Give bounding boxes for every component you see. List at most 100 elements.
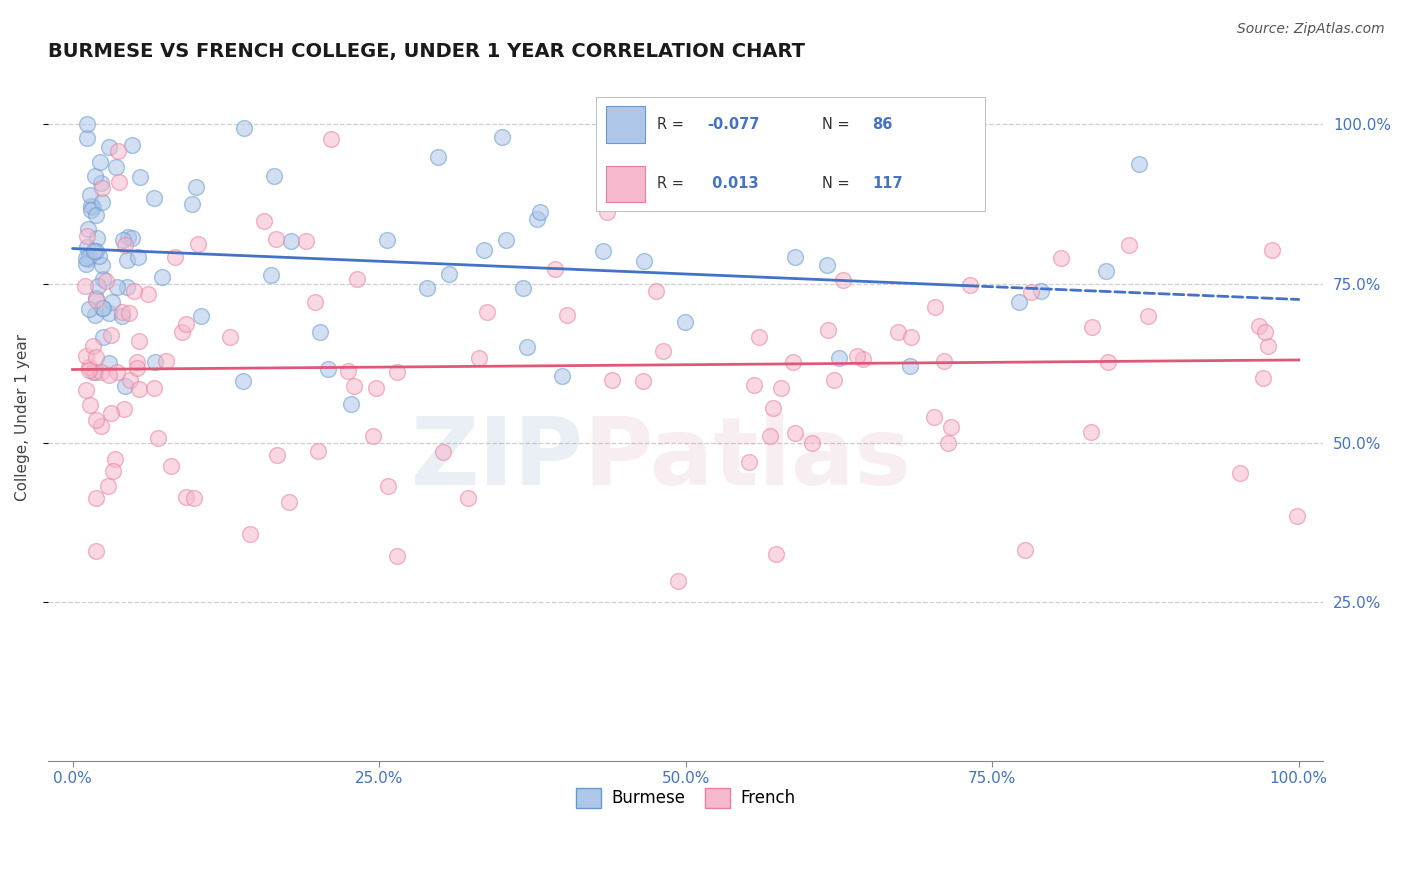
Point bbox=[114, 237, 136, 252]
Point bbox=[1136, 309, 1159, 323]
Point bbox=[765, 547, 787, 561]
Point bbox=[176, 317, 198, 331]
Point bbox=[82, 200, 104, 214]
Point bbox=[762, 401, 785, 416]
Legend: Burmese, French: Burmese, French bbox=[569, 781, 801, 814]
Point bbox=[309, 325, 332, 339]
Point bbox=[782, 355, 804, 369]
Point bbox=[77, 363, 100, 377]
Point bbox=[1050, 251, 1073, 265]
Point bbox=[1257, 339, 1279, 353]
Point bbox=[75, 257, 97, 271]
Point bbox=[1286, 509, 1309, 524]
Point bbox=[900, 329, 922, 343]
Point bbox=[79, 249, 101, 263]
Point bbox=[146, 431, 169, 445]
Point bbox=[295, 234, 318, 248]
Point bbox=[97, 479, 120, 493]
Point bbox=[121, 138, 143, 153]
Point bbox=[122, 284, 145, 298]
Point bbox=[155, 354, 177, 368]
Point bbox=[80, 199, 103, 213]
Point bbox=[343, 378, 366, 392]
Point bbox=[84, 308, 107, 322]
Point bbox=[117, 280, 139, 294]
Point bbox=[416, 281, 439, 295]
Point bbox=[512, 281, 534, 295]
Point bbox=[387, 365, 409, 379]
Point bbox=[783, 250, 806, 264]
Point bbox=[84, 291, 107, 305]
Point bbox=[427, 150, 450, 164]
Point bbox=[190, 309, 212, 323]
Point bbox=[94, 274, 117, 288]
Point bbox=[89, 176, 111, 190]
Point bbox=[263, 169, 285, 183]
Point bbox=[83, 244, 105, 259]
Point bbox=[260, 268, 283, 283]
Point bbox=[932, 354, 955, 368]
Point bbox=[84, 491, 107, 506]
Point bbox=[759, 429, 782, 443]
Point bbox=[180, 197, 202, 211]
Point bbox=[1249, 318, 1271, 333]
Point bbox=[112, 233, 135, 247]
Point bbox=[377, 479, 399, 493]
Point bbox=[91, 329, 114, 343]
Point bbox=[280, 234, 302, 248]
Point bbox=[79, 398, 101, 412]
Point bbox=[219, 330, 242, 344]
Point bbox=[266, 448, 288, 462]
Point bbox=[1094, 263, 1116, 277]
Point bbox=[128, 382, 150, 396]
Point bbox=[1031, 284, 1053, 298]
Point bbox=[163, 251, 186, 265]
Point bbox=[142, 381, 165, 395]
Point bbox=[75, 278, 97, 293]
Point bbox=[75, 383, 97, 397]
Point bbox=[82, 338, 104, 352]
Point bbox=[98, 140, 121, 154]
Point bbox=[76, 229, 98, 244]
Point bbox=[748, 329, 770, 343]
Point bbox=[90, 365, 112, 379]
Point bbox=[115, 253, 138, 268]
Point bbox=[264, 231, 287, 245]
Point bbox=[1253, 371, 1275, 385]
Point bbox=[467, 351, 489, 366]
Point bbox=[100, 327, 122, 342]
Point bbox=[738, 454, 761, 468]
Point bbox=[817, 323, 839, 337]
Point bbox=[77, 301, 100, 316]
Point bbox=[544, 262, 567, 277]
Point bbox=[86, 231, 108, 245]
Point bbox=[846, 349, 869, 363]
Point bbox=[668, 574, 690, 588]
Point bbox=[375, 233, 398, 247]
Point bbox=[136, 287, 159, 301]
Point bbox=[100, 406, 122, 420]
Y-axis label: College, Under 1 year: College, Under 1 year bbox=[15, 334, 30, 500]
Point bbox=[831, 272, 853, 286]
Point bbox=[98, 368, 121, 382]
Point bbox=[742, 378, 765, 392]
Point bbox=[111, 305, 134, 319]
Point bbox=[75, 252, 97, 266]
Point bbox=[79, 202, 101, 217]
Point bbox=[90, 419, 112, 434]
Point bbox=[112, 402, 135, 417]
Point bbox=[127, 250, 149, 264]
Point bbox=[121, 231, 143, 245]
Point bbox=[1008, 294, 1031, 309]
Point bbox=[319, 132, 342, 146]
Point bbox=[526, 211, 548, 226]
Point bbox=[340, 397, 363, 411]
Point bbox=[118, 306, 141, 320]
Point bbox=[75, 349, 97, 363]
Point bbox=[1080, 425, 1102, 439]
Point bbox=[652, 344, 675, 359]
Point bbox=[118, 373, 141, 387]
Point bbox=[307, 444, 329, 458]
Point bbox=[84, 350, 107, 364]
Point bbox=[475, 305, 498, 319]
